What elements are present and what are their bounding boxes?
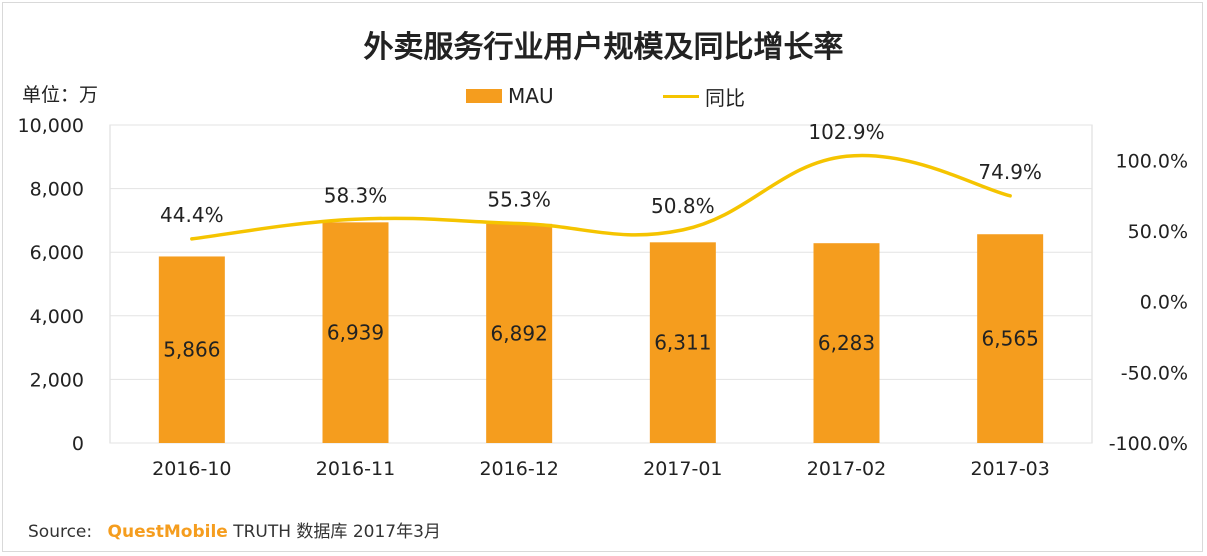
bar-mau	[158, 256, 225, 443]
legend-yoy: 同比	[663, 85, 745, 110]
bar-value-label: 5,866	[163, 338, 220, 362]
source-prefix: Source:	[28, 522, 93, 542]
legend-mau-swatch	[466, 89, 502, 103]
y-left-tick-label: 4,000	[30, 306, 84, 328]
y-left-tick-label: 0	[72, 433, 84, 455]
legend-yoy-label: 同比	[705, 85, 745, 110]
chart-title: 外卖服务行业用户规模及同比增长率	[363, 30, 844, 65]
x-tick-label: 2016-10	[152, 458, 231, 480]
y-right-tick-label: -50.0%	[1121, 362, 1188, 384]
bar-value-label: 6,939	[327, 321, 384, 345]
bar-value-label: 6,283	[818, 331, 875, 355]
source-line: Source: QuestMobile TRUTH 数据库 2017年3月	[28, 517, 441, 542]
x-tick-label: 2016-11	[316, 458, 395, 480]
unit-label: 单位：万	[22, 84, 99, 106]
x-tick-label: 2017-02	[807, 458, 886, 480]
x-tick-label: 2017-01	[643, 458, 722, 480]
y-right-tick-label: 100.0%	[1116, 150, 1188, 172]
line-value-label: 50.8%	[651, 194, 715, 218]
line-value-label: 74.9%	[978, 160, 1042, 184]
legend-mau-label: MAU	[508, 84, 554, 108]
bar-mau	[977, 234, 1044, 443]
bar-value-label: 6,311	[654, 331, 711, 355]
bar-value-label: 6,565	[982, 327, 1039, 351]
line-value-label: 102.9%	[808, 120, 884, 144]
line-yoy	[190, 153, 1012, 241]
y-left-tick-label: 8,000	[30, 179, 84, 201]
line-value-label: 55.3%	[487, 188, 551, 212]
bar-mau	[649, 242, 716, 443]
bar-mau	[486, 223, 553, 443]
x-tick-label: 2017-03	[970, 458, 1049, 480]
source-brand: QuestMobile	[107, 522, 228, 542]
y-right-tick-label: 0.0%	[1140, 292, 1188, 314]
legend-yoy-swatch	[663, 94, 699, 98]
y-left-tick-label: 6,000	[30, 242, 84, 264]
y-left-tick-label: 2,000	[30, 369, 84, 391]
y-right-tick-label: -100.0%	[1109, 433, 1188, 455]
y-left-tick-label: 10,000	[18, 115, 84, 137]
bar-mau	[813, 243, 880, 443]
line-value-label: 44.4%	[160, 203, 224, 227]
x-tick-label: 2016-12	[479, 458, 558, 480]
source-suffix: TRUTH 数据库 2017年3月	[233, 522, 441, 542]
legend-mau: MAU	[466, 84, 554, 108]
bar-value-label: 6,892	[491, 321, 548, 345]
bar-mau	[322, 222, 389, 443]
plot-area	[109, 124, 1093, 444]
y-right-tick-label: 50.0%	[1128, 221, 1188, 243]
line-value-label: 58.3%	[324, 183, 388, 207]
